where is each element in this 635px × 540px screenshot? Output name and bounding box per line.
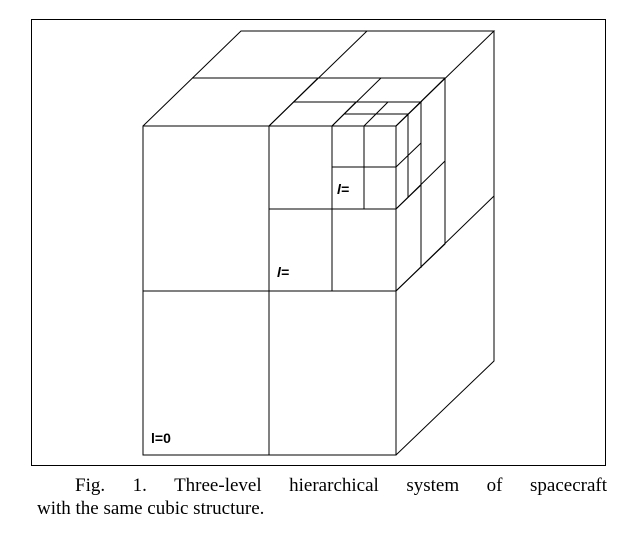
top-face-midline-d	[363, 101, 389, 127]
caption-line-1: Fig. 1. Three-level hierarchical system …	[75, 475, 607, 496]
cube-side-face	[395, 78, 446, 292]
level-2-label: l=	[337, 181, 349, 197]
level-2-cube	[331, 101, 423, 210]
caption-line-2: with the same cubic structure.	[37, 498, 265, 519]
level-1-label: l=	[277, 264, 289, 280]
cube-side-face	[395, 102, 422, 210]
figure-caption: Fig. 1. Three-level hierarchical system …	[37, 474, 607, 520]
level-0-label: l=0	[151, 430, 171, 446]
figure-frame	[31, 19, 606, 466]
cube-side-face	[395, 31, 495, 456]
level-1-cube	[268, 77, 447, 292]
level-0-cube	[142, 30, 496, 456]
